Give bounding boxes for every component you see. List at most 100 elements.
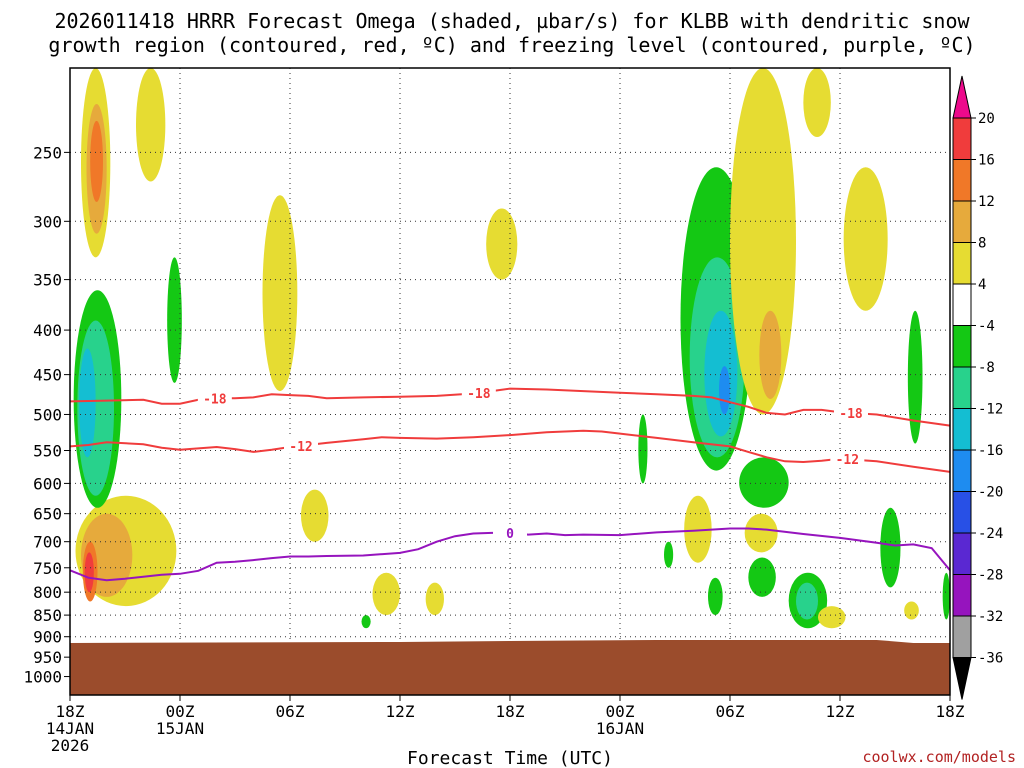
colorbar-label-1: 16 <box>978 153 995 169</box>
omega-region-22 <box>719 366 730 415</box>
omega-region-12 <box>262 195 298 392</box>
omega-region-2 <box>90 120 104 202</box>
colorbar: 20 16 12 8 4 -4 -8 -12 -16 -20 -24 -28 -32 -36 <box>952 75 1003 700</box>
contour-line-2 <box>69 527 951 582</box>
contour-label-1-1: -12 <box>836 453 859 468</box>
y-tick-label-450: 450 <box>33 366 62 385</box>
omega-region-24 <box>759 310 782 400</box>
colorbar-label-0: 20 <box>978 111 995 127</box>
colorbar-label-3: 8 <box>978 236 986 252</box>
colorbar-label-10: -24 <box>978 526 1003 542</box>
terrain-fill <box>70 639 950 695</box>
omega-region-34 <box>907 310 923 444</box>
colorbar-swatch-7 <box>952 408 972 451</box>
colorbar-label-11: -28 <box>978 568 1003 584</box>
colorbar-label-2: 12 <box>978 194 995 210</box>
omega-region-10 <box>79 348 96 458</box>
colorbar-swatch-2 <box>952 200 972 243</box>
omega-region-3 <box>136 68 166 182</box>
omega-region-14 <box>372 572 400 616</box>
contour-label-0-1: -18 <box>467 387 491 402</box>
omega-region-33 <box>880 507 901 588</box>
colorbar-swatch-8 <box>952 449 972 492</box>
y-tick-label-900: 900 <box>33 628 62 647</box>
credit-text: coolwx.com/models <box>862 748 1016 766</box>
colorbar-swatch-12 <box>952 615 972 658</box>
omega-region-17 <box>361 615 371 629</box>
x-tick-label-48-0: 18Z <box>936 702 965 721</box>
contour-label-bg-0-2 <box>834 404 868 421</box>
colorbar-swatch-11 <box>952 574 972 617</box>
omega-region-25 <box>739 457 789 508</box>
omega-region-38 <box>904 601 919 620</box>
omega-region-39 <box>664 541 674 568</box>
y-tick-label-650: 650 <box>33 505 62 524</box>
chart-title-line-1: 2026011418 HRRR Forecast Omega (shaded, … <box>54 9 970 33</box>
omega-region-18 <box>638 414 648 484</box>
omega-region-37 <box>803 68 831 137</box>
omega-region-31 <box>708 577 723 616</box>
x-tick-label-6-1: 15JAN <box>156 719 204 738</box>
contour-line-1 <box>69 429 951 473</box>
y-tick-label-500: 500 <box>33 405 62 424</box>
x-tick-label-36-0: 06Z <box>716 702 745 721</box>
x-tick-label-6-0: 00Z <box>166 702 195 721</box>
x-tick-label-0-1: 14JAN <box>46 719 94 738</box>
colorbar-label-9: -20 <box>978 485 1003 501</box>
contour-label-bg-2-0 <box>493 524 527 541</box>
y-tick-label-850: 850 <box>33 606 62 625</box>
omega-region-26 <box>684 495 712 563</box>
contour-label-0-0: -18 <box>203 392 227 407</box>
y-tick-label-600: 600 <box>33 474 62 493</box>
x-tick-label-12-0: 06Z <box>276 702 305 721</box>
x-axis-label: Forecast Time (UTC) <box>407 748 613 768</box>
omega-region-13 <box>301 489 329 542</box>
contour-label-1-0: -12 <box>289 440 312 455</box>
y-tick-label-700: 700 <box>33 533 62 552</box>
x-tick-label-0-0: 18Z <box>56 702 85 721</box>
contour-label-bg-1-1 <box>830 451 865 468</box>
x-tick-label-18-0: 12Z <box>386 702 415 721</box>
omega-region-15 <box>425 582 445 616</box>
terrain <box>70 639 950 695</box>
omega-region-35 <box>942 572 950 620</box>
contour-label-0-2: -18 <box>839 407 863 422</box>
x-tick-label-24-0: 18Z <box>496 702 525 721</box>
x-tick-label-30-1: 16JAN <box>596 719 644 738</box>
omega-region-16 <box>486 208 518 280</box>
colorbar-swatch-5 <box>952 325 972 368</box>
omega-region-11 <box>167 257 182 383</box>
colorbar-swatch-6 <box>952 366 972 409</box>
colorbar-top-arrow <box>952 75 972 119</box>
contour-label-bg-0-0 <box>197 390 232 407</box>
contour-label-2-0: 0 <box>506 527 514 542</box>
colorbar-bottom-arrow <box>952 657 972 700</box>
omega-region-36 <box>843 167 888 311</box>
chart-title-line-2: growth region (contoured, red, ºC) and f… <box>48 33 975 57</box>
contour-label-bg-1-0 <box>284 437 318 454</box>
omega-region-29 <box>796 582 818 620</box>
colorbar-label-5: -4 <box>978 319 995 335</box>
y-tick-label-750: 750 <box>33 559 62 578</box>
colorbar-label-4: 4 <box>978 277 986 293</box>
colorbar-label-13: -36 <box>978 651 1003 667</box>
colorbar-swatch-9 <box>952 491 972 534</box>
contours: -18 -18 -18 -12 -12 0 <box>69 384 951 582</box>
colorbar-label-7: -12 <box>978 402 1003 418</box>
x-tick-label-0-2: 2026 <box>51 736 90 755</box>
colorbar-swatch-4 <box>952 283 972 326</box>
y-tick-label-1000: 1000 <box>23 668 62 687</box>
y-tick-label-550: 550 <box>33 442 62 461</box>
y-tick-label-250: 250 <box>33 143 62 162</box>
omega-region-30 <box>748 557 776 597</box>
colorbar-swatch-1 <box>952 159 972 202</box>
y-tick-label-800: 800 <box>33 583 62 602</box>
omega-region-32 <box>818 606 846 629</box>
y-tick-label-400: 400 <box>33 321 62 340</box>
colorbar-swatch-10 <box>952 532 972 575</box>
contour-label-bg-0-1 <box>461 384 496 401</box>
y-axis: 250 300 350 400 450 500 550 600 650 700 750 800 850 9… <box>23 143 70 687</box>
omega-region-27 <box>744 513 778 553</box>
colorbar-swatch-0 <box>952 117 972 160</box>
